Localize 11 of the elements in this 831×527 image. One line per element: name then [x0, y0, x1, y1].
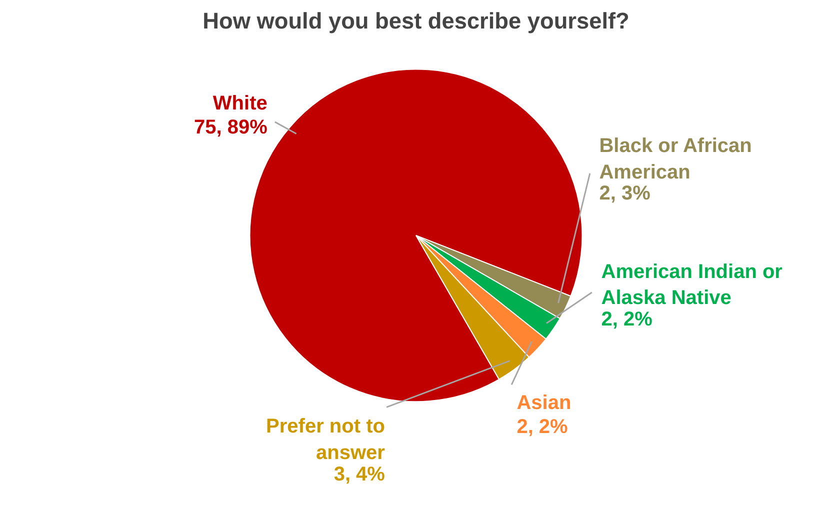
- slice-label: White: [212, 92, 268, 115]
- data-label: 2, 3%: [599, 182, 651, 205]
- slice-label: Black or African American: [599, 135, 752, 184]
- data-label: 3, 4%: [334, 463, 386, 486]
- slice-label: Prefer not to answer: [266, 416, 386, 464]
- slice-label: Asian: [516, 392, 572, 414]
- data-label: 75, 89%: [194, 116, 268, 138]
- chart-title: How would you best describe yourself?: [202, 8, 630, 34]
- slice-label: American Indian or Alaska Native: [601, 260, 783, 310]
- data-label: 2, 2%: [601, 308, 653, 330]
- data-label: 2, 2%: [516, 416, 568, 438]
